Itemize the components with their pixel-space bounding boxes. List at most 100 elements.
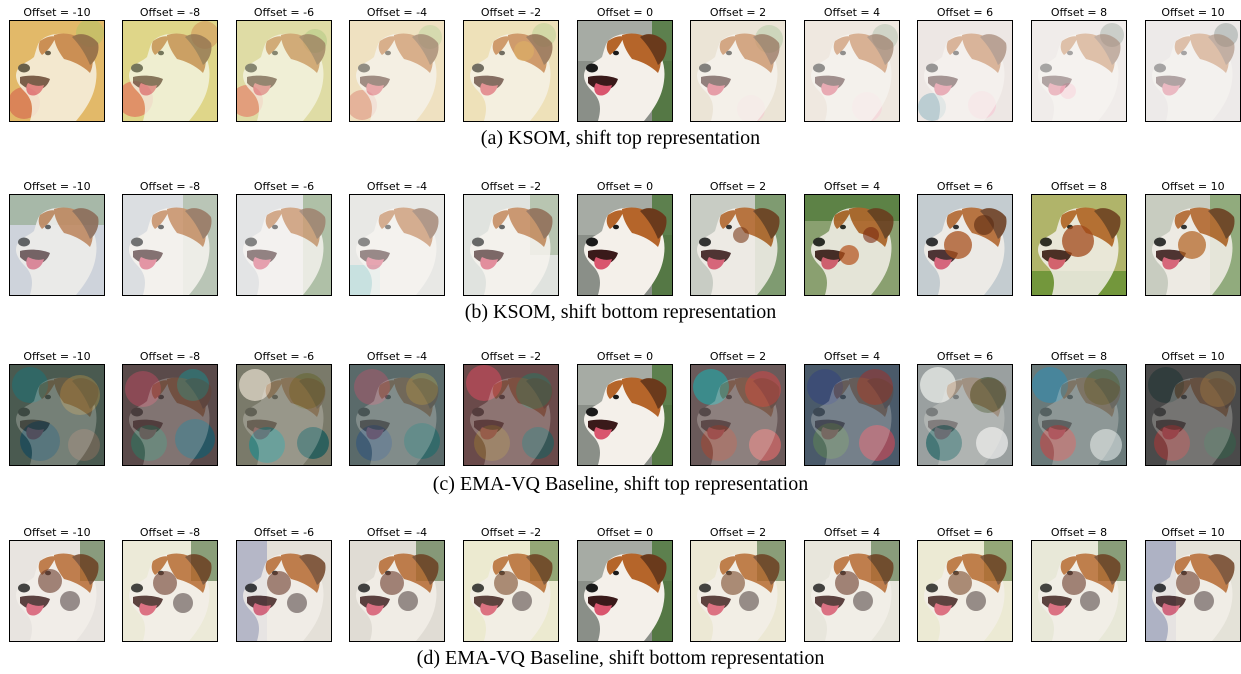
reconstruction-image [917,540,1013,642]
reconstruction-image [463,364,559,466]
original-image [577,540,673,642]
reconstruction-image [236,20,332,122]
reconstruction-image [122,540,218,642]
reconstruction-image [917,20,1013,122]
reconstruction-image [804,194,900,296]
offset-label: Offset = -4 [366,6,428,19]
panel-a: Offset = -10 Offset = -8 Offset = -6 Off… [0,6,1241,149]
offset-label: Offset = 8 [1050,350,1108,363]
offset-label: Offset = -8 [139,180,201,193]
offset-label: Offset = 2 [709,350,767,363]
offset-label: Offset = -4 [366,350,428,363]
offset-label: Offset = 4 [823,6,881,19]
reconstruction-image [917,364,1013,466]
reconstruction-image [9,364,105,466]
panel-b: Offset = -10 Offset = -8 Offset = -6 Off… [0,180,1241,323]
offset-label: Offset = -2 [480,526,542,539]
offset-label: Offset = 4 [823,180,881,193]
reconstruction-image [122,364,218,466]
reconstruction-image [1145,20,1241,122]
reconstruction-image [122,194,218,296]
offset-label: Offset = -4 [366,180,428,193]
offset-label: Offset = -2 [480,350,542,363]
offset-label: Offset = -8 [139,6,201,19]
offset-label: Offset = 10 [1161,180,1225,193]
reconstruction-image [690,364,786,466]
offset-label: Offset = -6 [253,6,315,19]
offset-label: Offset = 0 [596,6,654,19]
reconstruction-image [9,20,105,122]
offset-label: Offset = -4 [366,526,428,539]
image-row: Offset = -10 Offset = -8 Offset = -6 Off… [0,526,1241,642]
offset-label: Offset = 0 [596,180,654,193]
offset-label: Offset = -2 [480,6,542,19]
offset-label: Offset = 10 [1161,350,1225,363]
offset-label: Offset = 8 [1050,6,1108,19]
reconstruction-image [1031,364,1127,466]
offset-label: Offset = 4 [823,350,881,363]
offset-label: Offset = 2 [709,526,767,539]
offset-label: Offset = -10 [23,6,91,19]
reconstruction-image [917,194,1013,296]
offset-label: Offset = 10 [1161,6,1225,19]
offset-label: Offset = 10 [1161,526,1225,539]
reconstruction-image [349,364,445,466]
offset-label: Offset = -8 [139,526,201,539]
reconstruction-image [1145,194,1241,296]
offset-label: Offset = -8 [139,350,201,363]
panel-caption: (d) EMA-VQ Baseline, shift bottom repres… [416,647,825,669]
offset-label: Offset = -10 [23,350,91,363]
reconstruction-image [1145,540,1241,642]
reconstruction-image [804,540,900,642]
offset-label: Offset = 0 [596,350,654,363]
image-row: Offset = -10 Offset = -8 Offset = -6 Off… [0,6,1241,122]
offset-label: Offset = 6 [936,350,994,363]
panel-d: Offset = -10 Offset = -8 Offset = -6 Off… [0,526,1241,669]
reconstruction-image [236,194,332,296]
reconstruction-image [1145,364,1241,466]
original-image [577,364,673,466]
offset-label: Offset = -6 [253,526,315,539]
reconstruction-image [463,20,559,122]
reconstruction-image [9,540,105,642]
reconstruction-image [1031,194,1127,296]
reconstruction-image [690,194,786,296]
reconstruction-image [1031,20,1127,122]
offset-label: Offset = 2 [709,6,767,19]
panel-caption: (b) KSOM, shift bottom representation [464,301,777,323]
reconstruction-image [349,194,445,296]
image-row: Offset = -10 Offset = -8 Offset = -6 Off… [0,180,1241,296]
reconstruction-image [1031,540,1127,642]
offset-label: Offset = 8 [1050,180,1108,193]
reconstruction-image [349,20,445,122]
offset-label: Offset = 6 [936,6,994,19]
offset-label: Offset = 8 [1050,526,1108,539]
panel-caption: (a) KSOM, shift top representation [480,127,761,149]
offset-label: Offset = 6 [936,526,994,539]
reconstruction-image [690,540,786,642]
reconstruction-image [236,364,332,466]
offset-label: Offset = 2 [709,180,767,193]
offset-label: Offset = -6 [253,180,315,193]
reconstruction-image [9,194,105,296]
original-image [577,20,673,122]
offset-label: Offset = 6 [936,180,994,193]
reconstruction-image [690,20,786,122]
offset-label: Offset = 4 [823,526,881,539]
offset-label: Offset = -6 [253,350,315,363]
offset-label: Offset = -10 [23,180,91,193]
reconstruction-image [804,20,900,122]
reconstruction-image [349,540,445,642]
offset-label: Offset = -10 [23,526,91,539]
reconstruction-image [463,194,559,296]
original-image [577,194,673,296]
panel-caption: (c) EMA-VQ Baseline, shift top represent… [432,473,809,495]
reconstruction-image [122,20,218,122]
offset-label: Offset = -2 [480,180,542,193]
reconstruction-image [463,540,559,642]
reconstruction-image [236,540,332,642]
reconstruction-image [804,364,900,466]
panel-c: Offset = -10 Offset = -8 Offset = -6 Off… [0,350,1241,495]
offset-label: Offset = 0 [596,526,654,539]
image-row: Offset = -10 Offset = -8 Offset = -6 Off… [0,350,1241,466]
